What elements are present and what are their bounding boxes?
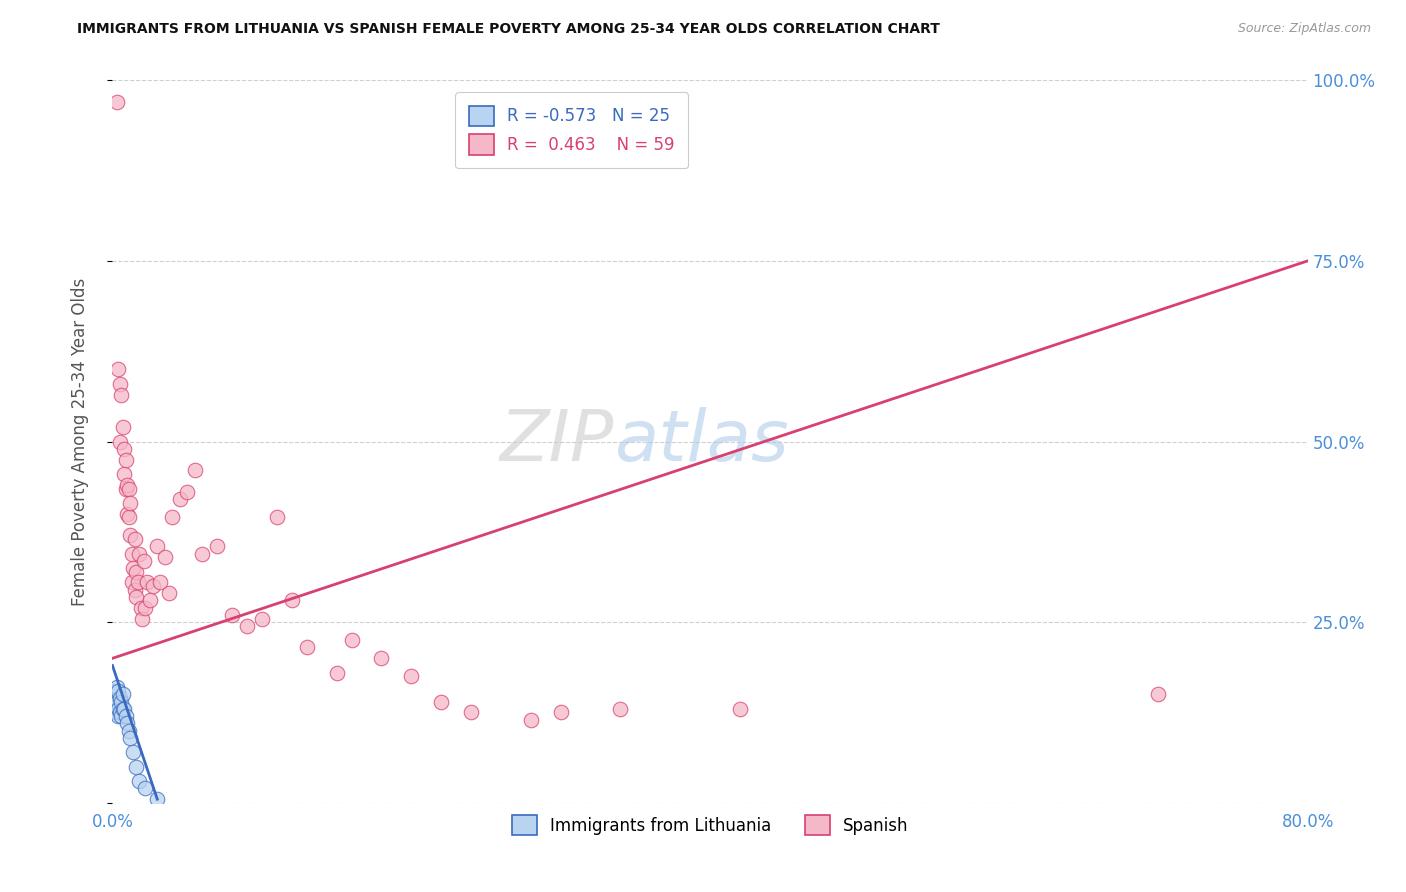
Point [460,706,482,720]
Point [127,575,149,590]
Point [142,579,165,593]
Point [107,702,129,716]
Point [118,510,141,524]
Point [191,547,214,561]
Point [250,611,273,625]
Text: atlas: atlas [614,407,789,476]
Point [135,575,157,590]
Point [134,600,156,615]
Point [609,702,631,716]
Point [128,547,150,561]
Point [162,510,183,524]
Point [370,651,392,665]
Point [520,713,543,727]
Point [176,485,198,500]
Point [221,607,243,622]
Point [125,590,148,604]
Point [157,586,180,600]
Point [108,434,131,449]
Point [122,745,145,759]
Point [131,611,153,625]
Point [120,496,142,510]
Point [236,619,259,633]
Text: Source: ZipAtlas.com: Source: ZipAtlas.com [1237,22,1371,36]
Point [110,695,132,709]
Point [124,582,146,597]
Point [107,683,129,698]
Point [340,633,363,648]
Point [115,452,138,467]
Point [108,706,131,720]
Point [111,420,134,434]
Point [115,482,138,496]
Point [108,691,131,706]
Point [139,593,162,607]
Point [132,554,155,568]
Point [125,760,148,774]
Point [169,492,191,507]
Point [146,792,169,806]
Point [118,723,141,738]
Point [114,442,135,456]
Point [134,781,156,796]
Point [183,463,205,477]
Point [115,709,138,723]
Point [128,774,150,789]
Point [107,362,129,376]
Point [118,482,141,496]
Point [121,547,143,561]
Point [104,706,127,720]
Point [281,593,304,607]
Legend: Immigrants from Lithuania, Spanish: Immigrants from Lithuania, Spanish [498,802,922,848]
Point [117,478,139,492]
Text: IMMIGRANTS FROM LITHUANIA VS SPANISH FEMALE POVERTY AMONG 25-34 YEAR OLDS CORREL: IMMIGRANTS FROM LITHUANIA VS SPANISH FEM… [77,22,941,37]
Point [104,698,127,713]
Point [111,702,134,716]
Point [105,95,128,109]
Point [295,640,318,655]
Point [430,695,453,709]
Point [103,691,125,706]
Point [108,376,131,391]
Y-axis label: Female Poverty Among 25-34 Year Olds: Female Poverty Among 25-34 Year Olds [70,277,89,606]
Point [110,387,132,401]
Point [124,532,146,546]
Point [325,665,347,680]
Point [110,709,132,723]
Point [550,706,572,720]
Point [117,507,139,521]
Point [120,731,142,745]
Point [266,510,288,524]
Point [728,702,751,716]
Point [125,565,148,579]
Point [205,539,228,553]
Point [401,669,423,683]
Point [146,539,169,553]
Point [121,575,143,590]
Point [104,683,127,698]
Text: ZIP: ZIP [501,407,614,476]
Point [153,550,176,565]
Point [105,680,128,694]
Point [129,600,152,615]
Point [120,528,142,542]
Point [117,716,139,731]
Point [149,575,172,590]
Point [105,695,128,709]
Point [114,702,135,716]
Point [1147,687,1170,701]
Point [114,467,135,481]
Point [111,687,134,701]
Point [107,709,129,723]
Point [122,561,145,575]
